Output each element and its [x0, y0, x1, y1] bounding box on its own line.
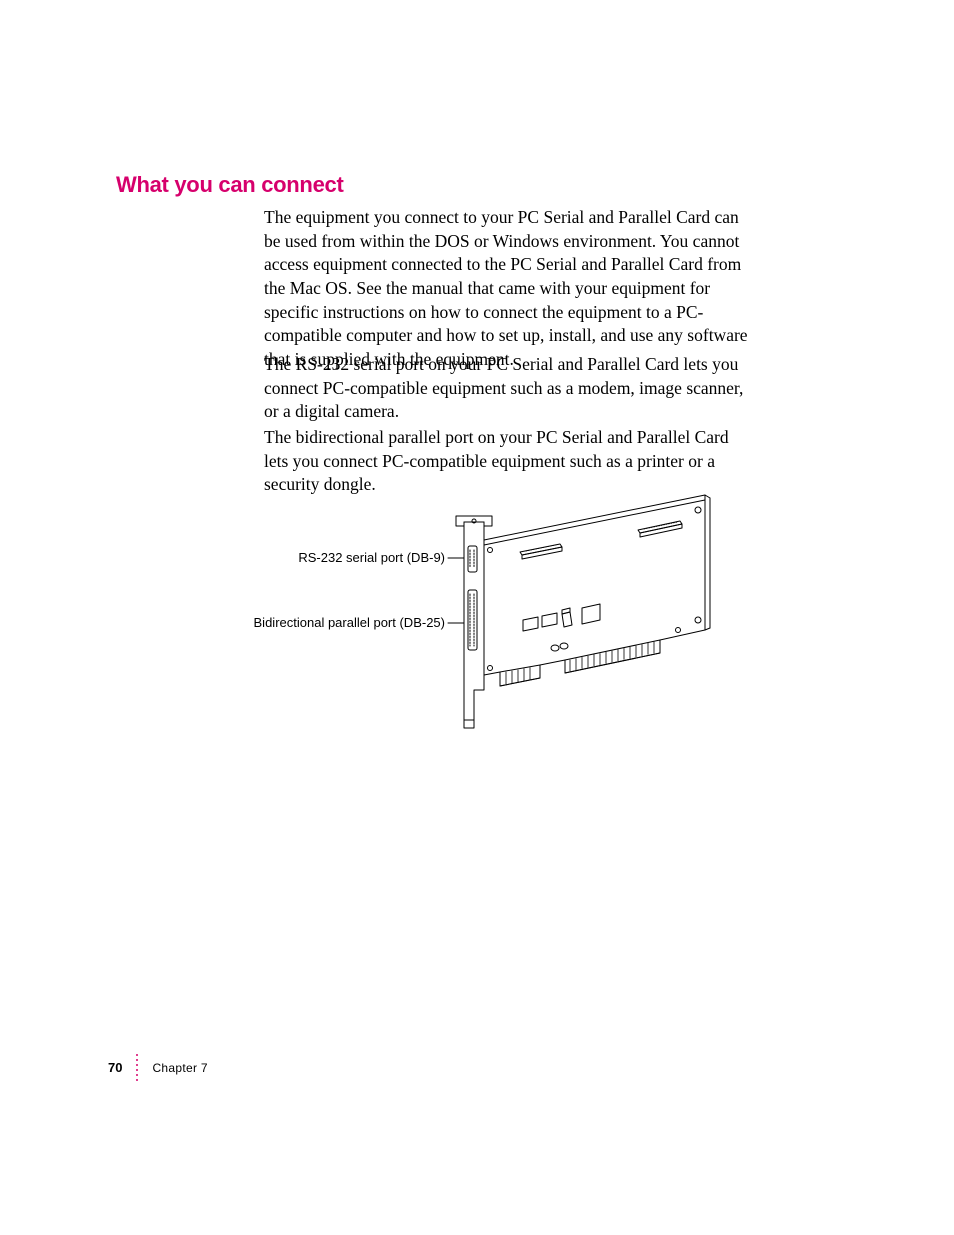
label-db25: Bidirectional parallel port (DB-25): [254, 615, 445, 630]
manual-page: What you can connect The equipment you c…: [0, 0, 954, 1235]
body-paragraph-2: The RS-232 serial port on your PC Serial…: [264, 353, 754, 424]
section-heading: What you can connect: [116, 172, 343, 198]
page-number: 70: [108, 1060, 122, 1075]
chapter-label: Chapter 7: [152, 1061, 207, 1075]
card-diagram: RS-232 serial port (DB-9) Bidirectional …: [260, 490, 730, 740]
footer-dots-accent: [134, 1054, 140, 1081]
label-db9: RS-232 serial port (DB-9): [298, 550, 445, 565]
body-paragraph-1: The equipment you connect to your PC Ser…: [264, 206, 754, 371]
body-paragraph-3: The bidirectional parallel port on your …: [264, 426, 754, 497]
page-footer: 70 Chapter 7: [108, 1060, 208, 1075]
